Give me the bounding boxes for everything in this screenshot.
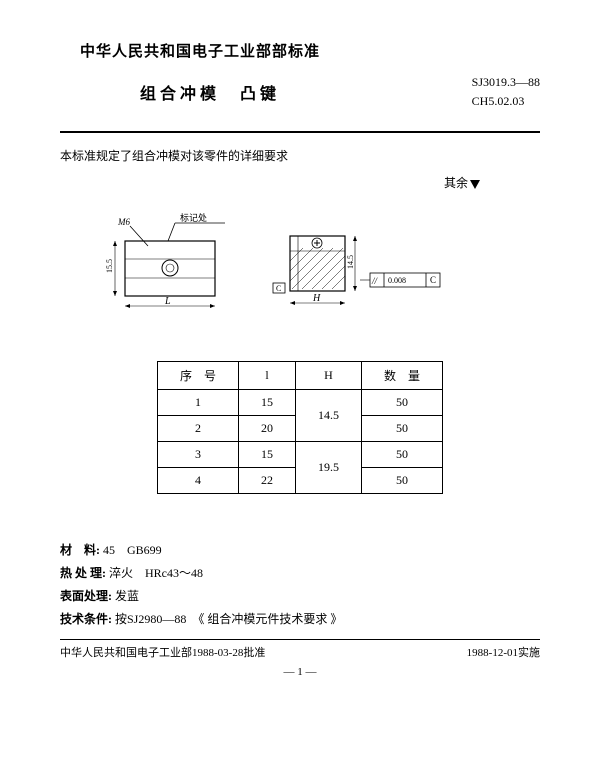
divider-bottom <box>60 639 540 640</box>
dim-155: 15.5 <box>105 259 114 273</box>
header-org: 中华人民共和国电子工业部部标准 <box>80 40 540 61</box>
label-mark: 标记处 <box>180 212 207 223</box>
class-code: CH5.02.03 <box>472 92 540 111</box>
dim-h: H <box>312 293 321 304</box>
doc-title: 组合冲模 凸键 <box>140 80 280 104</box>
approval-date: 中华人民共和国电子工业部1988-03-28批准 <box>60 644 265 660</box>
spec-table: 序 号 l H 数 量 115 14.550 22050 315 19.550 … <box>157 361 443 494</box>
table-row: 115 14.550 <box>157 390 442 416</box>
intro-text: 本标准规定了组合冲模对该零件的详细要求 <box>60 147 540 164</box>
effective-date: 1988-12-01实施 <box>467 644 540 660</box>
general-tolerance: 其余 <box>60 174 480 191</box>
standard-code: SJ3019.3—88 <box>472 73 540 92</box>
th-seq: 序 号 <box>157 362 238 390</box>
drawing-front-view: M6 标记处 L 15.5 <box>100 211 240 311</box>
label-m6: M6 <box>117 217 130 227</box>
svg-text:C: C <box>430 275 436 285</box>
page-number: — 1 — <box>60 666 540 678</box>
divider-top <box>60 131 540 133</box>
drawing-side-view: H C 14.5 // 0.008 C <box>270 211 470 311</box>
datum-c: C <box>276 284 281 293</box>
dim-145: 14.5 <box>346 255 355 269</box>
dim-l: L <box>164 296 171 307</box>
table-row: 315 19.550 <box>157 442 442 468</box>
svg-text:0.008: 0.008 <box>388 276 406 285</box>
technical-drawing: M6 标记处 L 15.5 H C 14.5 // 0. <box>100 211 540 311</box>
th-h: H <box>296 362 362 390</box>
th-qty: 数 量 <box>362 362 443 390</box>
triangle-icon <box>470 180 480 189</box>
th-l: l <box>239 362 296 390</box>
notes-block: 材 料: 45 GB699 热 处 理: 淬火 HRc43～48 表面处理: 发… <box>60 539 540 630</box>
